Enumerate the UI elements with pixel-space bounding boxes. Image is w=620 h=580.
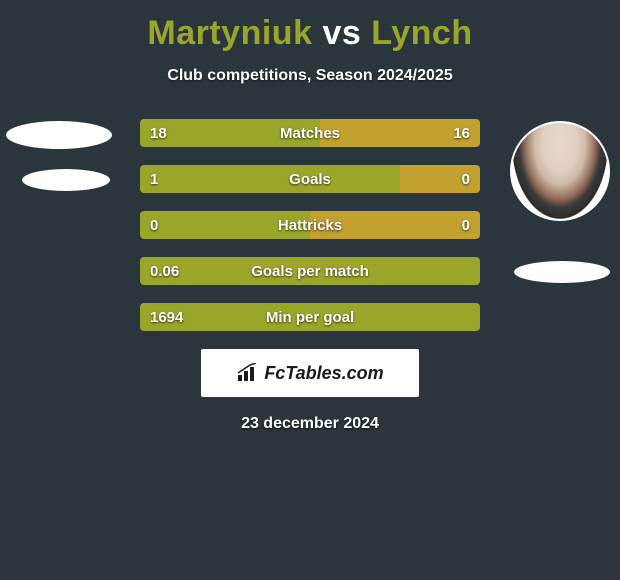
stat-right-value: 0 [462, 171, 470, 188]
stat-label: Goals per match [251, 263, 369, 280]
bar-overlay: 18 Matches 16 [140, 119, 480, 147]
right-side-col [500, 119, 620, 283]
stat-row: 18 Matches 16 [140, 119, 480, 147]
title-vs: vs [322, 14, 361, 52]
date: 23 december 2024 [241, 415, 379, 433]
stat-left-value: 1 [150, 171, 158, 188]
player1-avatar-placeholder [6, 121, 112, 149]
stat-label: Goals [289, 171, 331, 188]
player1-club-placeholder [22, 169, 110, 191]
stat-row: 1694 Min per goal [140, 303, 480, 331]
brand-text: FcTables.com [264, 363, 383, 384]
stat-label: Min per goal [266, 309, 354, 326]
stat-left-value: 0.06 [150, 263, 179, 280]
left-side-col [0, 119, 120, 191]
comparison-card: Martyniuk vs Lynch Club competitions, Se… [0, 0, 620, 433]
stat-left-value: 0 [150, 217, 158, 234]
brand-box: FcTables.com [201, 349, 419, 397]
bar-overlay: 0 Hattricks 0 [140, 211, 480, 239]
stat-left-value: 18 [150, 125, 167, 142]
player2-avatar [510, 121, 610, 221]
stat-left-value: 1694 [150, 309, 183, 326]
stat-label: Hattricks [278, 217, 342, 234]
stat-right-value: 16 [453, 125, 470, 142]
bar-chart-icon [236, 363, 260, 383]
stats-bars: 18 Matches 16 1 Goals 0 0 Hattricks 0 0.06 Goals p… [120, 119, 500, 331]
bar-overlay: 0.06 Goals per match [140, 257, 480, 285]
body-row: 18 Matches 16 1 Goals 0 0 Hattricks 0 0.06 Goals p… [0, 119, 620, 331]
bar-overlay: 1694 Min per goal [140, 303, 480, 331]
title-player2: Lynch [371, 14, 472, 52]
bar-overlay: 1 Goals 0 [140, 165, 480, 193]
player2-club-placeholder [514, 261, 610, 283]
stat-row: 0 Hattricks 0 [140, 211, 480, 239]
stat-row: 1 Goals 0 [140, 165, 480, 193]
subtitle: Club competitions, Season 2024/2025 [167, 67, 452, 85]
title: Martyniuk vs Lynch [147, 14, 472, 53]
stat-row: 0.06 Goals per match [140, 257, 480, 285]
stat-label: Matches [280, 125, 340, 142]
title-player1: Martyniuk [147, 14, 312, 52]
stat-right-value: 0 [462, 217, 470, 234]
